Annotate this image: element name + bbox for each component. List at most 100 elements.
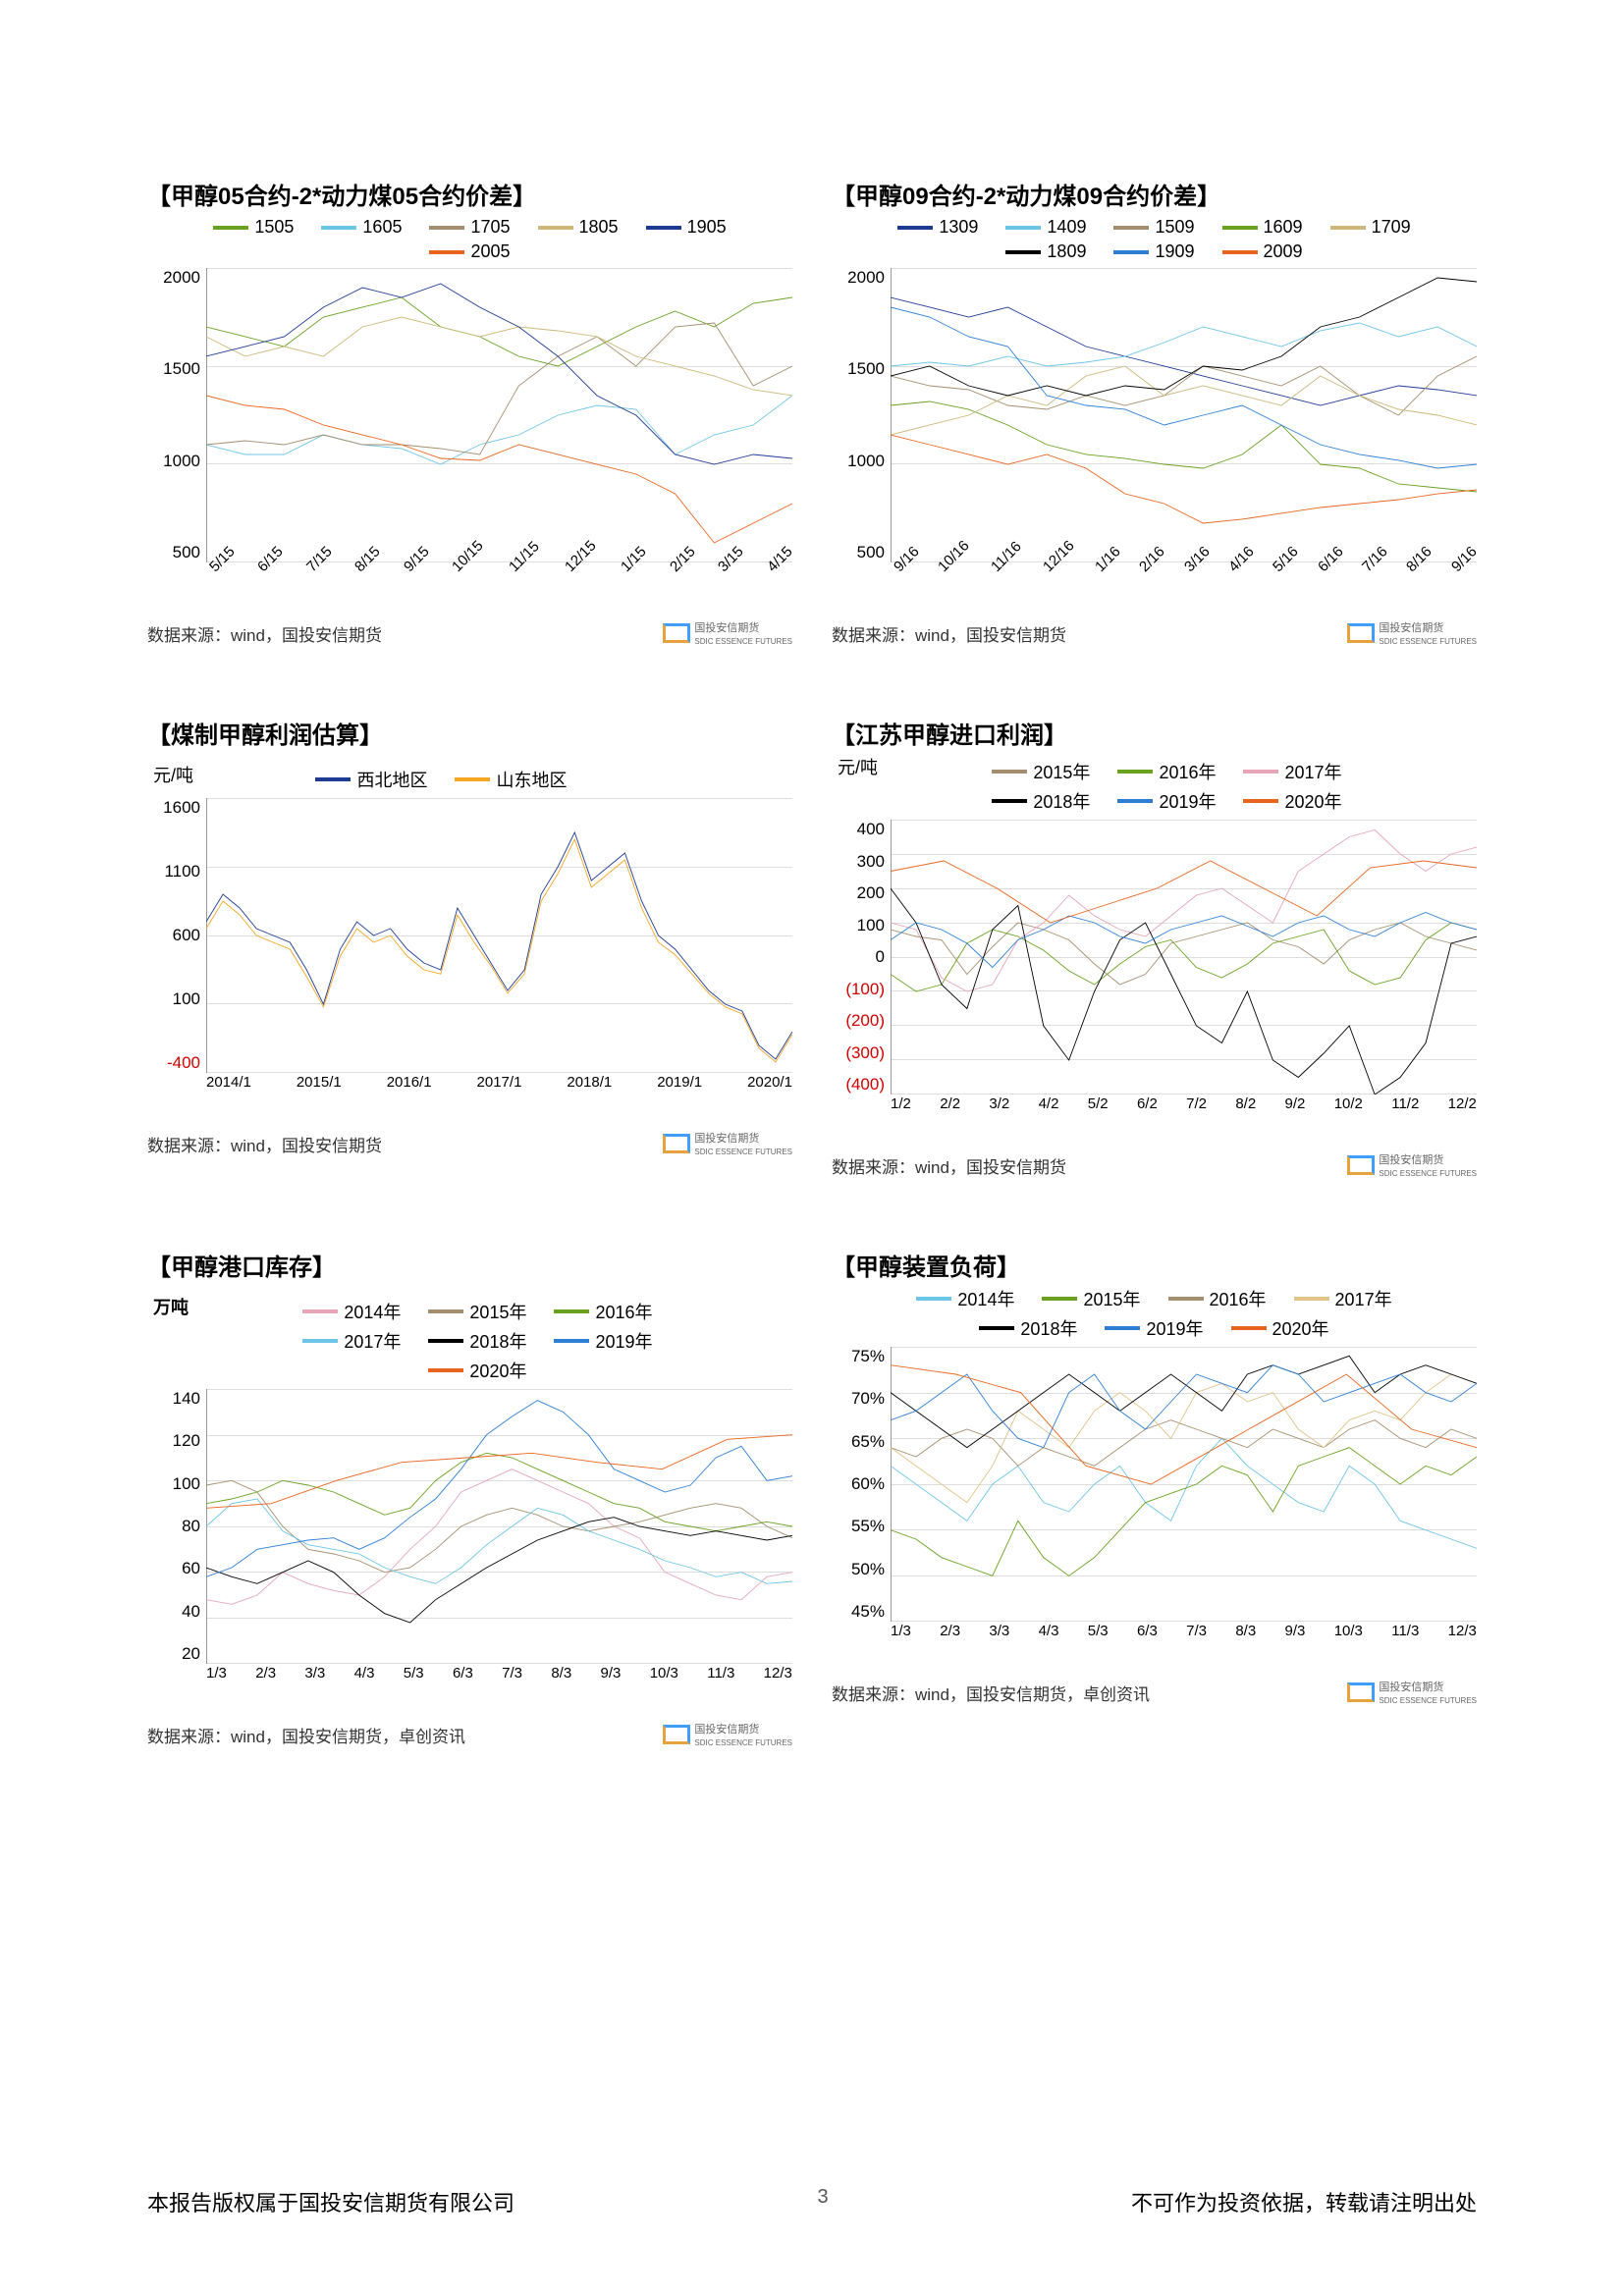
legend-label: 2019年: [1146, 1315, 1203, 1341]
y-tick: -400: [147, 1053, 200, 1073]
legend-swatch: [213, 226, 248, 230]
y-tick: 1000: [832, 452, 885, 471]
y-tick: 300: [832, 852, 885, 872]
axis-unit: 元/吨: [838, 758, 878, 777]
x-tick: 8/2: [1235, 1095, 1256, 1112]
legend: 2015年2016年2017年2018年2019年2020年: [901, 759, 1432, 814]
x-tick: 9/2: [1285, 1095, 1306, 1112]
line-series: [891, 1347, 1477, 1622]
source-row: 数据来源：wind，国投安信期货 国投安信期货SDIC ESSENCE FUTU…: [832, 619, 1477, 647]
legend-item: 2018年: [979, 1315, 1077, 1341]
series-line: [891, 1448, 1477, 1576]
axis-unit: 元/吨: [153, 766, 193, 785]
legend-swatch: [1113, 226, 1149, 230]
legend-label: 2018年: [1033, 788, 1090, 814]
series-line: [206, 323, 792, 454]
logo-sub: SDIC ESSENCE FUTURES: [1379, 637, 1477, 646]
y-tick: 2000: [147, 268, 200, 288]
legend-item: 2015年: [1042, 1286, 1140, 1311]
logo: 国投安信期货SDIC ESSENCE FUTURES: [663, 619, 792, 647]
legend-item: 2016年: [1168, 1286, 1267, 1311]
y-tick: 20: [147, 1644, 200, 1664]
legend-item: 2017年: [302, 1328, 401, 1354]
legend-label: 2018年: [1020, 1315, 1077, 1341]
line-series: [891, 268, 1477, 562]
legend-item: 1909: [1113, 241, 1194, 262]
y-tick: 1100: [147, 862, 200, 881]
legend: 西北地区 山东地区: [276, 767, 606, 792]
series-line: [891, 1374, 1477, 1503]
x-tick: 6/2: [1137, 1095, 1158, 1112]
x-tick: 8/3: [551, 1665, 571, 1682]
x-tick: 10/2: [1334, 1095, 1363, 1112]
legend: 1505 1605 1705 1805 1905 2005: [147, 217, 792, 262]
legend-swatch: [429, 250, 464, 254]
legend-item: 2017年: [1294, 1286, 1392, 1311]
legend-label: 2015年: [1033, 759, 1090, 784]
x-tick: 11/3: [707, 1665, 734, 1682]
x-tick: 2014/1: [206, 1074, 251, 1091]
source-text: 数据来源：wind，国投安信期货，卓创资讯: [147, 1723, 465, 1747]
legend-label: 1705: [470, 217, 510, 238]
series-line: [891, 278, 1477, 396]
legend-label: 1505: [254, 217, 294, 238]
x-tick: 2/3: [940, 1623, 960, 1639]
plot-area: 75%70%65%60%55%50%45%1/32/33/34/35/36/37…: [832, 1347, 1477, 1639]
x-tick: 4/3: [1039, 1623, 1059, 1639]
legend-item: 2020年: [1243, 788, 1341, 814]
source-row: 数据来源：wind，国投安信期货，卓创资讯 国投安信期货SDIC ESSENCE…: [147, 1721, 792, 1748]
y-tick: 500: [147, 543, 200, 562]
legend-item: 1609: [1222, 217, 1303, 238]
legend-swatch: [1243, 770, 1278, 774]
y-tick: (300): [832, 1043, 885, 1063]
legend-item: 西北地区: [315, 767, 427, 792]
legend-label: 2005: [470, 241, 510, 262]
chart-title: 【甲醇05合约-2*动力煤05合约价差】: [147, 177, 792, 211]
page-footer: 本报告版权属于国投安信期货有限公司 3 不可作为投资依据，转载请注明出处: [147, 2186, 1477, 2217]
legend-item: 1605: [321, 217, 402, 238]
logo-text: 国投安信期货: [694, 1724, 759, 1735]
x-tick: 7/3: [1186, 1623, 1207, 1639]
legend-label: 2018年: [469, 1328, 526, 1354]
legend-swatch: [538, 226, 573, 230]
source-text: 数据来源：wind，国投安信期货: [832, 1153, 1066, 1178]
series-line: [891, 1438, 1477, 1548]
source-row: 数据来源：wind，国投安信期货 国投安信期货SDIC ESSENCE FUTU…: [147, 1130, 792, 1157]
line-series: [206, 798, 792, 1073]
legend-item: 1905: [646, 217, 727, 238]
y-tick: (200): [832, 1011, 885, 1031]
legend-label: 2017年: [1284, 759, 1341, 784]
x-axis: 1/22/23/24/25/26/27/28/29/210/211/212/2: [891, 1095, 1477, 1112]
logo: 国投安信期货SDIC ESSENCE FUTURES: [1347, 619, 1477, 647]
x-tick: 2020/1: [747, 1074, 792, 1091]
source-text: 数据来源：wind，国投安信期货: [147, 1132, 382, 1156]
x-axis: 2014/12015/12016/12017/12018/12019/12020…: [206, 1074, 792, 1091]
legend-item: 2015年: [992, 759, 1090, 784]
x-tick: 8/3: [1235, 1623, 1256, 1639]
legend-swatch: [916, 1297, 951, 1301]
legend-swatch: [1294, 1297, 1329, 1301]
chart-title: 【煤制甲醇利润估算】: [147, 716, 792, 750]
legend-swatch: [979, 1326, 1014, 1330]
x-tick: 2019/1: [657, 1074, 702, 1091]
legend-swatch: [554, 1309, 589, 1313]
legend-swatch: [1005, 250, 1041, 254]
legend-item: 山东地区: [455, 767, 567, 792]
y-tick: 400: [832, 820, 885, 839]
legend-item: 2005: [429, 241, 510, 262]
x-tick: 5/2: [1088, 1095, 1109, 1112]
legend-label: 2014年: [957, 1286, 1014, 1311]
x-tick: 10/3: [650, 1665, 678, 1682]
legend-item: 1805: [538, 217, 619, 238]
legend-label: 2009: [1264, 241, 1303, 262]
legend-label: 2015年: [1083, 1286, 1140, 1311]
x-tick: 9/3: [601, 1665, 622, 1682]
x-axis: 5/156/157/158/159/1510/1511/1512/151/152…: [206, 563, 792, 580]
legend-swatch: [992, 799, 1027, 803]
logo-sub: SDIC ESSENCE FUTURES: [694, 1148, 792, 1156]
legend-swatch: [1231, 1326, 1267, 1330]
x-tick: 11/2: [1391, 1095, 1419, 1112]
y-tick: 60: [147, 1559, 200, 1578]
chart-row-2: 【煤制甲醇利润估算】 元/吨 西北地区山东地区 16001100600100-4…: [147, 716, 1477, 1179]
chart-c4: 【江苏甲醇进口利润】 元/吨 2015年2016年2017年2018年2019年…: [832, 716, 1477, 1179]
